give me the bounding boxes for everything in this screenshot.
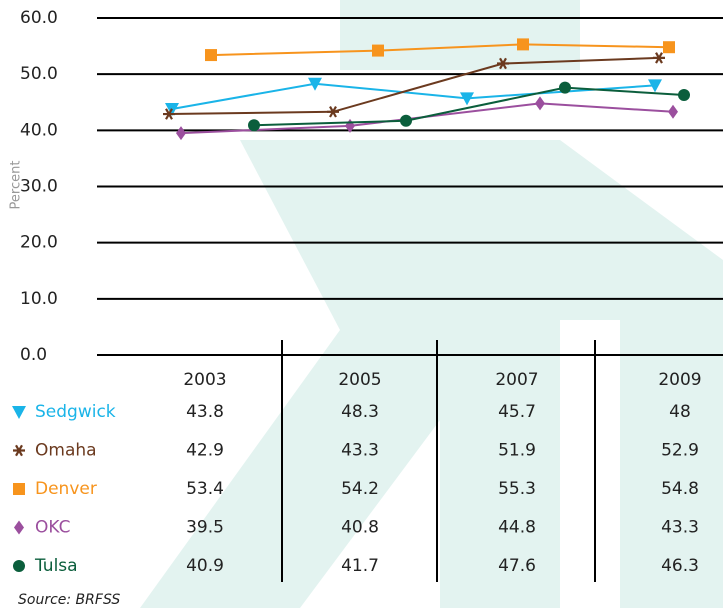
marker (372, 44, 384, 57)
marker (12, 406, 26, 419)
table-cell: 54.2 (341, 479, 379, 499)
marker (460, 92, 474, 106)
y-tick-label: 50.0 (20, 64, 58, 84)
series-line (180, 102, 674, 135)
watermark-head (340, 0, 580, 70)
marker (327, 106, 339, 118)
table-cell: 41.7 (341, 556, 379, 576)
marker (653, 52, 665, 64)
series: Omaha 42.9 43.3 51.9 52.9 (13, 52, 699, 461)
marker (13, 560, 25, 572)
table-cell: 47.6 (498, 556, 536, 576)
marker (497, 57, 509, 70)
series-line (210, 43, 670, 57)
table-cell: 53.4 (186, 479, 224, 499)
x-tick-label: 2009 (658, 370, 701, 390)
y-tick-label: 10.0 (20, 289, 58, 309)
marker (517, 38, 529, 51)
marker (13, 483, 25, 495)
table-cell: 48 (669, 402, 691, 422)
marker (205, 49, 217, 62)
marker (176, 126, 186, 141)
x-tick-label: 2003 (183, 370, 226, 390)
table-cell: 45.7 (498, 402, 536, 422)
table-cell: 40.8 (341, 518, 379, 538)
series-line (168, 56, 660, 116)
x-tick-label: 2005 (338, 370, 381, 390)
marker (535, 96, 545, 111)
marker (248, 119, 260, 132)
table-cell: 48.3 (341, 402, 379, 422)
marker (559, 81, 571, 94)
marker (663, 41, 675, 54)
series: Tulsa 40.9 41.7 47.6 46.3 (13, 81, 699, 576)
series-line (253, 86, 685, 127)
y-tick-label: 60.0 (20, 8, 58, 28)
watermark (140, 0, 723, 608)
legend-label: OKC (35, 518, 70, 538)
table-cell: 43.8 (186, 402, 224, 422)
table-cell: 43.3 (661, 518, 699, 538)
legend-label: Tulsa (34, 556, 78, 576)
legend-label: Denver (35, 479, 97, 499)
y-axis-label: Percent (9, 161, 24, 210)
table-cell: 51.9 (498, 441, 536, 461)
table-cell: 52.9 (661, 441, 699, 461)
y-tick-label: 40.0 (20, 120, 58, 140)
table-cell: 46.3 (661, 556, 699, 576)
table-cell: 40.9 (186, 556, 224, 576)
series: Denver 53.4 54.2 55.3 54.8 (13, 38, 699, 499)
marker (14, 520, 24, 535)
table-cell: 55.3 (498, 479, 536, 499)
marker (668, 104, 678, 119)
legend-label: Omaha (35, 441, 97, 461)
legend-label: Sedgwick (35, 402, 116, 422)
y-tick-label: 20.0 (20, 233, 58, 253)
marker (163, 108, 175, 120)
marker (678, 88, 690, 101)
marker (13, 444, 25, 457)
x-tick-label: 2007 (495, 370, 538, 390)
table-cell: 54.8 (661, 479, 699, 499)
marker (400, 114, 412, 127)
y-tick-label: 30.0 (20, 177, 58, 197)
table-cell: 42.9 (186, 441, 224, 461)
y-tick-label: 0.0 (20, 345, 47, 365)
marker (308, 77, 322, 91)
source: Source: BRFSS (18, 592, 120, 608)
watermark-body (140, 140, 723, 608)
table-cell: 43.3 (341, 441, 379, 461)
marker (648, 79, 662, 93)
table-cell: 39.5 (186, 518, 224, 538)
table-cell: 44.8 (498, 518, 536, 538)
